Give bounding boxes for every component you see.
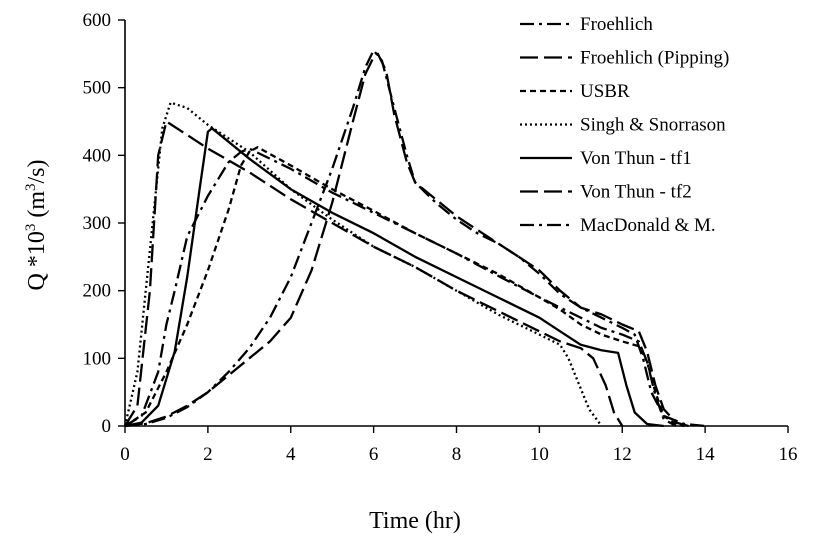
x-tick-label: 14: [696, 444, 716, 465]
y-tick-label: 600: [83, 10, 112, 31]
x-tick-label: 10: [530, 444, 549, 465]
legend-label: Froehlich: [580, 14, 653, 35]
x-axis-title: Time (hr): [369, 508, 461, 534]
legend-label: MacDonald & M.: [580, 215, 716, 236]
x-tick-label: 16: [779, 444, 798, 465]
y-tick-label: 200: [83, 281, 112, 302]
legend-label: USBR: [580, 81, 630, 102]
series-line-7: [124, 147, 677, 428]
y-axis-ticks: 0 100 200 300 400 500 600: [83, 10, 125, 437]
y-axis-title-unit-open: (m: [24, 191, 50, 224]
y-axis-title-exponent: 3: [23, 224, 39, 232]
x-tick-label: 2: [203, 444, 213, 465]
series-line-2: [124, 52, 689, 428]
legend-label: Von Thun - tf1: [580, 148, 692, 169]
legend-label: Froehlich (Pipping): [580, 48, 729, 69]
legend-label: Singh & Snorrason: [580, 115, 726, 136]
series-layer: [123, 49, 706, 428]
series-line-1: [124, 49, 706, 428]
y-axis-title-unit-exponent: 3: [23, 183, 39, 191]
series-line-4: [123, 101, 603, 427]
y-axis-title-q: Q *10: [24, 231, 50, 290]
legend-label: Von Thun - tf2: [580, 182, 692, 203]
x-tick-label: 0: [120, 444, 130, 465]
y-tick-label: 100: [83, 348, 112, 369]
x-tick-label: 8: [452, 444, 462, 465]
y-tick-label: 300: [83, 213, 112, 234]
legend: Froehlich Froehlich (Pipping) USBR Singh & …: [520, 14, 729, 236]
y-axis-title-unit-close: /s): [24, 159, 50, 183]
x-tick-label: 6: [369, 444, 379, 465]
y-tick-label: 400: [83, 145, 112, 166]
x-tick-label: 4: [286, 444, 296, 465]
y-tick-label: 500: [83, 78, 112, 99]
series-line-5: [124, 127, 664, 428]
x-tick-label: 12: [613, 444, 632, 465]
series-line-6: [124, 120, 624, 427]
x-axis-ticks: 0 2 4 6 8 10 12 14 16: [120, 426, 798, 465]
axes: [124, 20, 788, 427]
y-axis-title: Q *103 (m3/s): [23, 159, 50, 290]
y-tick-label: 0: [102, 416, 112, 437]
